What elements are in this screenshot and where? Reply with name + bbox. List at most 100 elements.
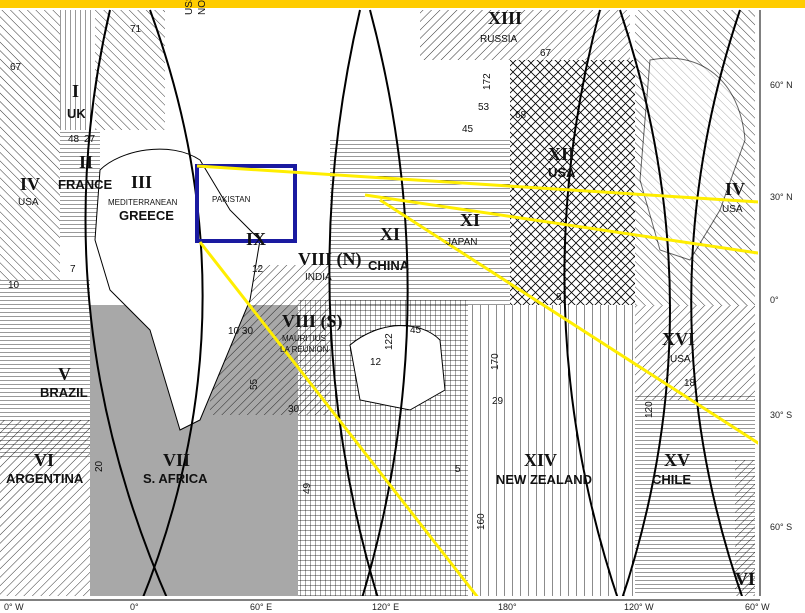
num-10: 10 [8, 280, 20, 291]
num-68: 68 [515, 110, 527, 121]
zone-vi-argentina [0, 420, 90, 605]
num-55: 55 [249, 378, 260, 390]
zone-label-vii: VII [163, 450, 190, 470]
zone-name-uk: UK [67, 106, 86, 121]
longitude-bar [0, 596, 805, 613]
zone-name-usa-iv: USA [18, 197, 39, 208]
num-160: 160 [476, 513, 487, 530]
zone-extra-27: 27 [84, 134, 96, 145]
num-29: 29 [492, 396, 504, 407]
num-30: 30 [288, 404, 300, 415]
orbit-curve-3 [328, 9, 381, 606]
zone-name-france: FRANCE [58, 177, 112, 192]
zone-name-chile: CHILE [652, 472, 691, 487]
connector-line-2 [364, 193, 805, 262]
zone-name-russia: RUSSIA [480, 34, 518, 45]
zone-ii-france [60, 130, 100, 240]
zone-label-xi: XI [380, 224, 400, 244]
zone-sub-mediterranean: MEDITERRANEAN [108, 198, 178, 207]
zone-label-ix: IX [246, 229, 266, 249]
num-49: 49 [302, 482, 313, 494]
num-5: 5 [455, 464, 461, 475]
zone-label-iv: IV [20, 174, 40, 194]
lat-label-60n: 60° N [770, 80, 793, 90]
landmass-australia [349, 325, 446, 411]
num-122: 122 [384, 333, 395, 350]
orbit-curve-1 [84, 9, 171, 606]
lat-label-60s: 60° S [770, 522, 792, 532]
zone-name-japan: JAPAN [446, 237, 478, 248]
zone-number-67: 67 [10, 62, 22, 73]
orbit-curve-7 [690, 9, 746, 606]
landmass-africa-eurasia [94, 148, 261, 431]
zone-label-iii: III [131, 172, 152, 192]
zone-label-i: I [72, 81, 79, 101]
zone-xiv-nz [468, 305, 635, 605]
num-53: 53 [478, 102, 490, 113]
zone-label-viii-s: VIII (S) [282, 311, 343, 332]
zone-name-norway: NORWAY [197, 0, 208, 15]
lat-label-30s: 30° S [770, 410, 792, 420]
zone-sub-china: CHINA [368, 258, 410, 273]
num-120: 120 [644, 401, 655, 418]
lon-label-60e: 60° E [250, 602, 272, 612]
num-8: 8 [556, 292, 562, 303]
connector-line-4 [198, 241, 492, 613]
num-1030: 10 30 [228, 326, 253, 337]
num-67b: 67 [540, 48, 552, 59]
zone-name-new-zealand: NEW ZEALAND [496, 472, 592, 487]
num-45b: 45 [410, 325, 422, 336]
num-20: 20 [94, 460, 105, 472]
num-7: 7 [70, 264, 76, 275]
lon-label-0: 0° [130, 602, 139, 612]
zone-label-ii: II [79, 152, 93, 172]
zone-label-v: V [58, 364, 71, 384]
num-45: 45 [462, 124, 474, 135]
zone-name-safrica: S. AFRICA [143, 471, 208, 486]
lon-label-60w: 60° W [745, 602, 770, 612]
connector-line-3 [379, 198, 801, 472]
zone-name-usa-xvi: USA [670, 354, 691, 365]
zone-label-xv: XV [664, 450, 690, 470]
zone-label-xiii: XIII [488, 8, 522, 28]
lon-label-0w: 0° W [4, 602, 24, 612]
zone-label-vi: VI [34, 450, 54, 470]
zone-name-la-reunion: LA REUNION [280, 345, 329, 354]
zone-name-argentina: ARGENTINA [6, 471, 84, 486]
zone-label-xii: XII [548, 144, 575, 164]
orbit-curve-5 [563, 9, 621, 606]
lon-label-120e: 120° E [372, 602, 399, 612]
zone-label-viii-n: VIII (N) [298, 249, 362, 270]
zone-label-xi-second: XI [460, 210, 480, 230]
lon-label-180: 180° [498, 602, 517, 612]
top-band [0, 0, 805, 8]
lat-label-0: 0° [770, 295, 779, 305]
orbit-curve-6 [619, 9, 671, 606]
zone-sub-mauritius: MAURITIUS [282, 334, 326, 343]
zone-label-iv-right: IV [725, 179, 745, 199]
num-172: 172 [482, 73, 493, 90]
zone-north-europe [95, 10, 165, 130]
orbit-curve-4 [359, 9, 409, 606]
latitude-bar [758, 10, 805, 605]
zone-label-xiv: XIV [524, 450, 557, 470]
num-12b: 12 [370, 357, 382, 368]
zone-xiii-russia [420, 10, 630, 60]
zone-iv-west [0, 10, 60, 280]
zone-name-pakistan: PAKISTAN [212, 195, 251, 204]
zone-label-xvi: XVI [662, 329, 695, 349]
connector-line-1 [196, 164, 805, 207]
zone-name-usa-iv-right: USA [722, 204, 743, 215]
pakistan-highlight-box[interactable] [195, 164, 297, 243]
zone-name-india: INDIA [305, 272, 332, 283]
zone-name-greece: GREECE [119, 208, 174, 223]
num-18: 18 [684, 378, 696, 389]
zone-label-vi-right: VI [735, 569, 755, 589]
zone-name-brazil: BRAZIL [40, 385, 88, 400]
orbit-curve-2 [139, 9, 204, 606]
num-12: 12 [252, 264, 264, 275]
zone-xii-usa [510, 60, 635, 305]
lon-label-120w: 120° W [624, 602, 654, 612]
zone-label-ussr: USSR [184, 0, 195, 15]
